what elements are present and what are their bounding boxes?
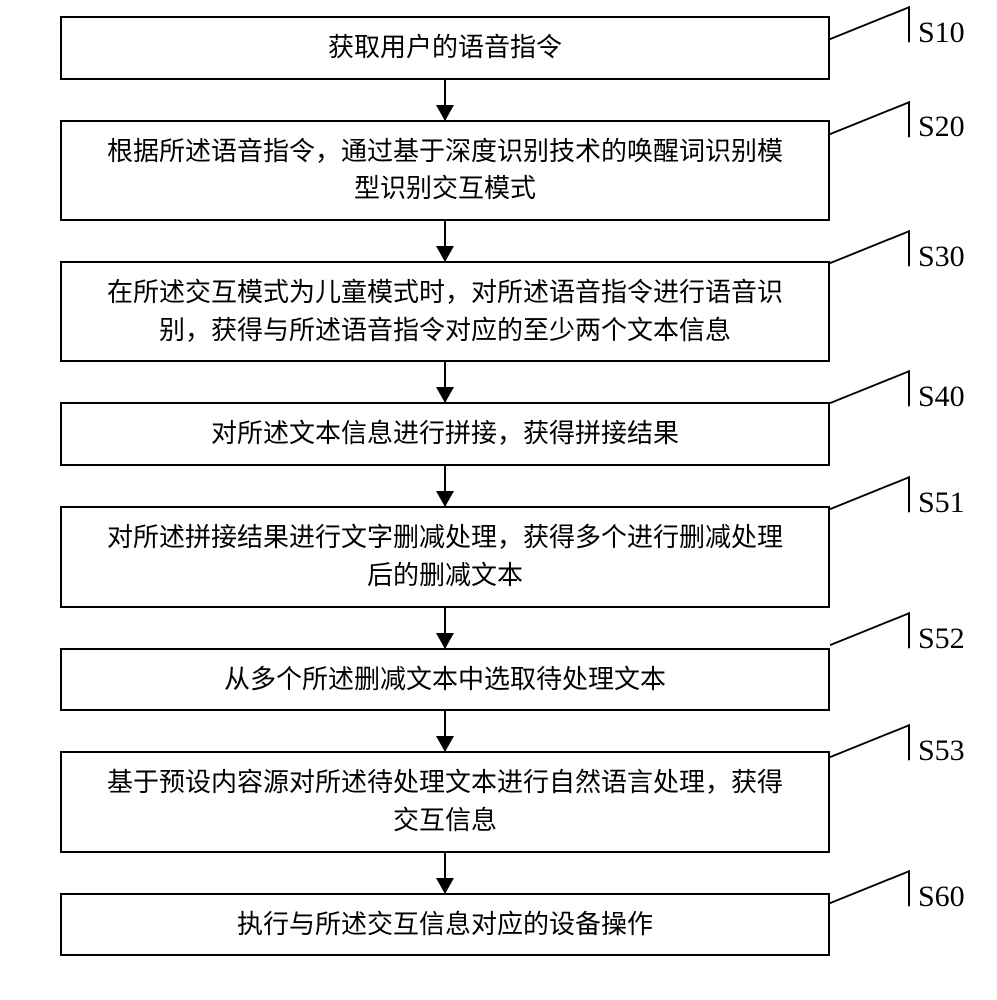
step-label-s52: S52 [918, 622, 965, 656]
step-node-s30: 在所述交互模式为儿童模式时，对所述语音指令进行语音识别，获得与所述语音指令对应的… [60, 261, 830, 362]
step-label-s51: S51 [918, 486, 965, 520]
arrow-icon [444, 80, 446, 120]
connector-line [830, 230, 910, 298]
step-label-s40: S40 [918, 380, 965, 414]
arrow-icon [444, 221, 446, 261]
connector-line [830, 612, 910, 680]
step-node-s40: 对所述文本信息进行拼接，获得拼接结果 [60, 402, 830, 466]
step-node-s52: 从多个所述删减文本中选取待处理文本 [60, 648, 830, 712]
connector-line [830, 724, 910, 792]
connector-line [830, 101, 910, 169]
step-node-s53: 基于预设内容源对所述待处理文本进行自然语言处理，获得交互信息 [60, 751, 830, 852]
arrow-icon [444, 711, 446, 751]
arrow-icon [444, 853, 446, 893]
step-text: 在所述交互模式为儿童模式时，对所述语音指令进行语音识别，获得与所述语音指令对应的… [100, 274, 790, 349]
step-label-s60: S60 [918, 880, 965, 914]
step-label-s10: S10 [918, 16, 965, 50]
step-node-s60: 执行与所述交互信息对应的设备操作 [60, 893, 830, 957]
step-text: 执行与所述交互信息对应的设备操作 [237, 906, 653, 944]
step-text: 基于预设内容源对所述待处理文本进行自然语言处理，获得交互信息 [100, 764, 790, 839]
connector-line [830, 6, 910, 74]
step-node-s10: 获取用户的语音指令 [60, 16, 830, 80]
connector-line [830, 476, 910, 544]
arrow-icon [444, 466, 446, 506]
step-text: 对所述文本信息进行拼接，获得拼接结果 [211, 415, 679, 453]
step-text: 从多个所述删减文本中选取待处理文本 [224, 661, 666, 699]
step-node-s51: 对所述拼接结果进行文字删减处理，获得多个进行删减处理后的删减文本 [60, 506, 830, 607]
step-text: 获取用户的语音指令 [328, 29, 562, 67]
step-text: 对所述拼接结果进行文字删减处理，获得多个进行删减处理后的删减文本 [100, 519, 790, 594]
step-label-s53: S53 [918, 734, 965, 768]
step-text: 根据所述语音指令，通过基于深度识别技术的唤醒词识别模型识别交互模式 [100, 133, 790, 208]
arrow-icon [444, 608, 446, 648]
step-node-s20: 根据所述语音指令，通过基于深度识别技术的唤醒词识别模型识别交互模式 [60, 120, 830, 221]
step-label-s30: S30 [918, 240, 965, 274]
connector-line [830, 370, 910, 438]
connector-line [830, 870, 910, 938]
step-label-s20: S20 [918, 110, 965, 144]
arrow-icon [444, 362, 446, 402]
flowchart-container: 获取用户的语音指令 根据所述语音指令，通过基于深度识别技术的唤醒词识别模型识别交… [60, 16, 830, 956]
